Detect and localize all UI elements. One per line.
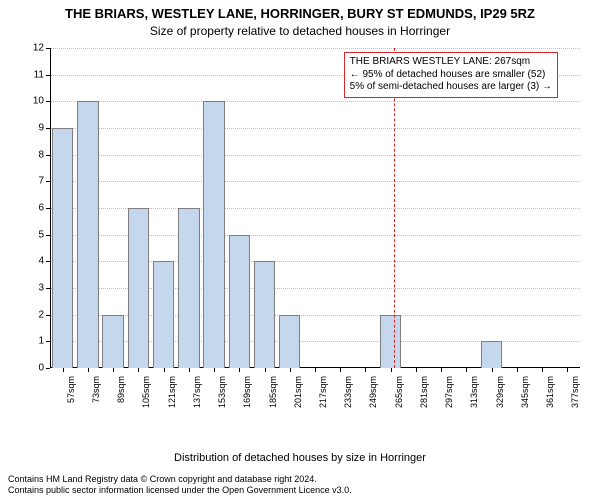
chart-container: THE BRIARS, WESTLEY LANE, HORRINGER, BUR…: [0, 0, 600, 500]
x-tick: [88, 368, 89, 372]
grid-line: [50, 128, 580, 129]
x-tick-label: 233sqm: [343, 376, 353, 408]
x-tick-label: 73sqm: [91, 376, 101, 403]
x-tick: [265, 368, 266, 372]
y-tick-label: 4: [14, 256, 44, 267]
y-tick-label: 5: [14, 229, 44, 240]
x-tick-label: 121sqm: [167, 376, 177, 408]
x-tick: [517, 368, 518, 372]
x-tick: [542, 368, 543, 372]
x-tick-label: 377sqm: [570, 376, 580, 408]
x-tick: [290, 368, 291, 372]
x-tick: [214, 368, 215, 372]
y-tick-label: 6: [14, 203, 44, 214]
histogram-bar: [102, 315, 123, 368]
histogram-bar: [254, 261, 275, 368]
x-tick-label: 281sqm: [419, 376, 429, 408]
x-tick: [391, 368, 392, 372]
histogram-bar: [153, 261, 174, 368]
x-tick: [239, 368, 240, 372]
y-tick-label: 0: [14, 363, 44, 374]
x-tick-label: 57sqm: [66, 376, 76, 403]
x-tick: [315, 368, 316, 372]
grid-line: [50, 48, 580, 49]
x-tick: [113, 368, 114, 372]
chart-footer: Contains HM Land Registry data © Crown c…: [8, 474, 352, 497]
x-tick-label: 361sqm: [545, 376, 555, 408]
y-tick-label: 10: [14, 96, 44, 107]
x-tick-label: 297sqm: [444, 376, 454, 408]
x-tick-label: 89sqm: [116, 376, 126, 403]
annotation-line: ← 95% of detached houses are smaller (52…: [350, 69, 552, 82]
x-tick: [138, 368, 139, 372]
x-tick: [63, 368, 64, 372]
y-tick-label: 8: [14, 149, 44, 160]
footer-line-1: Contains HM Land Registry data © Crown c…: [8, 474, 352, 485]
y-tick: [46, 368, 50, 369]
histogram-bar: [229, 235, 250, 368]
x-tick-label: 313sqm: [469, 376, 479, 408]
x-tick-label: 345sqm: [520, 376, 530, 408]
histogram-bar: [128, 208, 149, 368]
x-tick: [189, 368, 190, 372]
histogram-bar: [77, 101, 98, 368]
annotation-line: THE BRIARS WESTLEY LANE: 267sqm: [350, 56, 552, 69]
annotation-line: 5% of semi-detached houses are larger (3…: [350, 81, 552, 94]
x-tick-label: 169sqm: [242, 376, 252, 408]
grid-line: [50, 101, 580, 102]
y-tick-label: 11: [14, 69, 44, 80]
y-tick-label: 7: [14, 176, 44, 187]
x-tick-label: 153sqm: [217, 376, 227, 408]
x-axis-label: Distribution of detached houses by size …: [0, 452, 600, 464]
x-tick: [441, 368, 442, 372]
y-tick-label: 1: [14, 336, 44, 347]
y-axis-line: [50, 48, 51, 368]
histogram-bar: [380, 315, 401, 368]
x-tick-label: 249sqm: [368, 376, 378, 408]
x-tick-label: 185sqm: [268, 376, 278, 408]
x-tick: [567, 368, 568, 372]
histogram-bar: [279, 315, 300, 368]
x-tick-label: 201sqm: [293, 376, 303, 408]
grid-line: [50, 181, 580, 182]
x-tick: [340, 368, 341, 372]
x-tick: [492, 368, 493, 372]
histogram-bar: [52, 128, 73, 368]
footer-line-2: Contains public sector information licen…: [8, 485, 352, 496]
x-tick: [466, 368, 467, 372]
x-tick-label: 105sqm: [141, 376, 151, 408]
x-tick: [416, 368, 417, 372]
y-tick-label: 3: [14, 283, 44, 294]
chart-subtitle: Size of property relative to detached ho…: [0, 24, 600, 38]
y-tick-label: 2: [14, 309, 44, 320]
grid-line: [50, 155, 580, 156]
x-tick: [365, 368, 366, 372]
chart-title: THE BRIARS, WESTLEY LANE, HORRINGER, BUR…: [0, 6, 600, 21]
annotation-box: THE BRIARS WESTLEY LANE: 267sqm← 95% of …: [344, 52, 558, 98]
y-tick-label: 12: [14, 43, 44, 54]
x-tick-label: 217sqm: [318, 376, 328, 408]
x-tick-label: 329sqm: [495, 376, 505, 408]
histogram-bar: [481, 341, 502, 368]
y-tick-label: 9: [14, 123, 44, 134]
histogram-bar: [203, 101, 224, 368]
x-tick-label: 265sqm: [394, 376, 404, 408]
x-tick-label: 137sqm: [192, 376, 202, 408]
x-tick: [164, 368, 165, 372]
histogram-bar: [178, 208, 199, 368]
